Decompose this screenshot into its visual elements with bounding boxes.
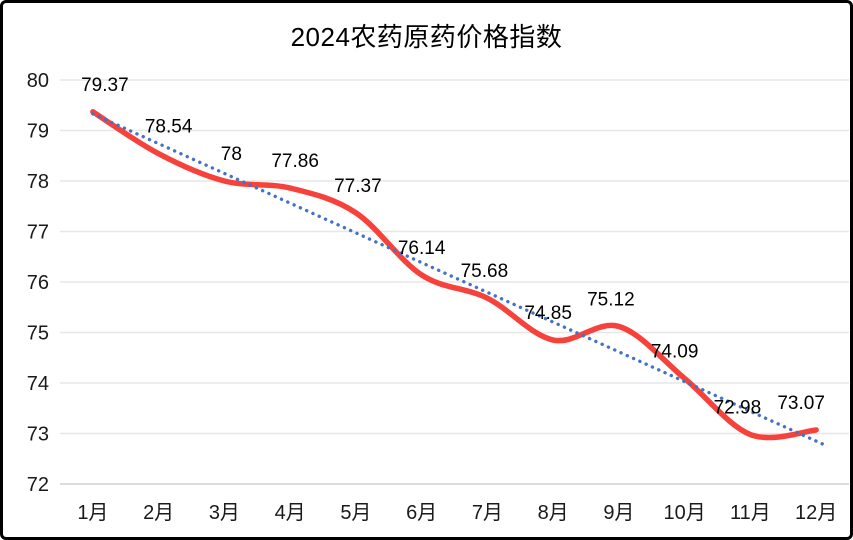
data-label: 75.12 xyxy=(587,289,635,310)
x-axis-tick-label: 6月 xyxy=(406,502,437,524)
x-axis-tick-label: 5月 xyxy=(340,502,371,524)
data-label: 76.14 xyxy=(398,238,446,259)
y-axis-tick-label: 77 xyxy=(27,222,49,244)
x-axis-tick-label: 8月 xyxy=(538,502,569,524)
data-label: 77.37 xyxy=(334,176,382,197)
x-axis-tick-label: 10月 xyxy=(664,502,706,524)
data-label: 74.85 xyxy=(524,303,572,324)
x-axis-tick-label: 1月 xyxy=(77,502,108,524)
y-axis-tick-label: 74 xyxy=(27,373,49,395)
data-label: 78 xyxy=(221,144,242,165)
x-axis-tick-label: 4月 xyxy=(275,502,306,524)
x-axis-tick-label: 9月 xyxy=(603,502,634,524)
x-axis-tick-label: 2月 xyxy=(143,502,174,524)
data-label: 74.09 xyxy=(651,341,699,362)
y-axis-tick-label: 73 xyxy=(27,424,49,446)
y-axis-tick-label: 72 xyxy=(27,474,49,496)
y-axis-tick-label: 78 xyxy=(27,171,49,193)
y-axis-tick-label: 75 xyxy=(27,323,49,345)
trendline xyxy=(91,112,825,446)
data-label: 79.37 xyxy=(81,75,129,96)
x-axis-tick-label: 3月 xyxy=(209,502,240,524)
y-axis-tick-label: 76 xyxy=(27,272,49,294)
y-axis-tick-label: 79 xyxy=(27,121,49,143)
price-index-line xyxy=(90,109,819,441)
data-label: 73.07 xyxy=(777,393,825,414)
data-label: 72.98 xyxy=(714,398,762,419)
data-label: 78.54 xyxy=(145,117,193,138)
data-label: 75.68 xyxy=(461,261,509,282)
x-axis-tick-label: 11月 xyxy=(730,502,771,524)
x-axis-tick-label: 7月 xyxy=(472,502,503,524)
data-label: 77.86 xyxy=(271,151,319,172)
chart-svg: 80 79 78 77 76 75 74 73 72 1月 2月 3月 4月 5月 6月 7月 8月 9月 10月 1… xyxy=(27,70,849,524)
y-axis-tick-label: 80 xyxy=(27,70,49,92)
chart-title: 2024农药原药价格指数 xyxy=(290,22,563,52)
x-axis-tick-label: 12月 xyxy=(795,502,837,524)
